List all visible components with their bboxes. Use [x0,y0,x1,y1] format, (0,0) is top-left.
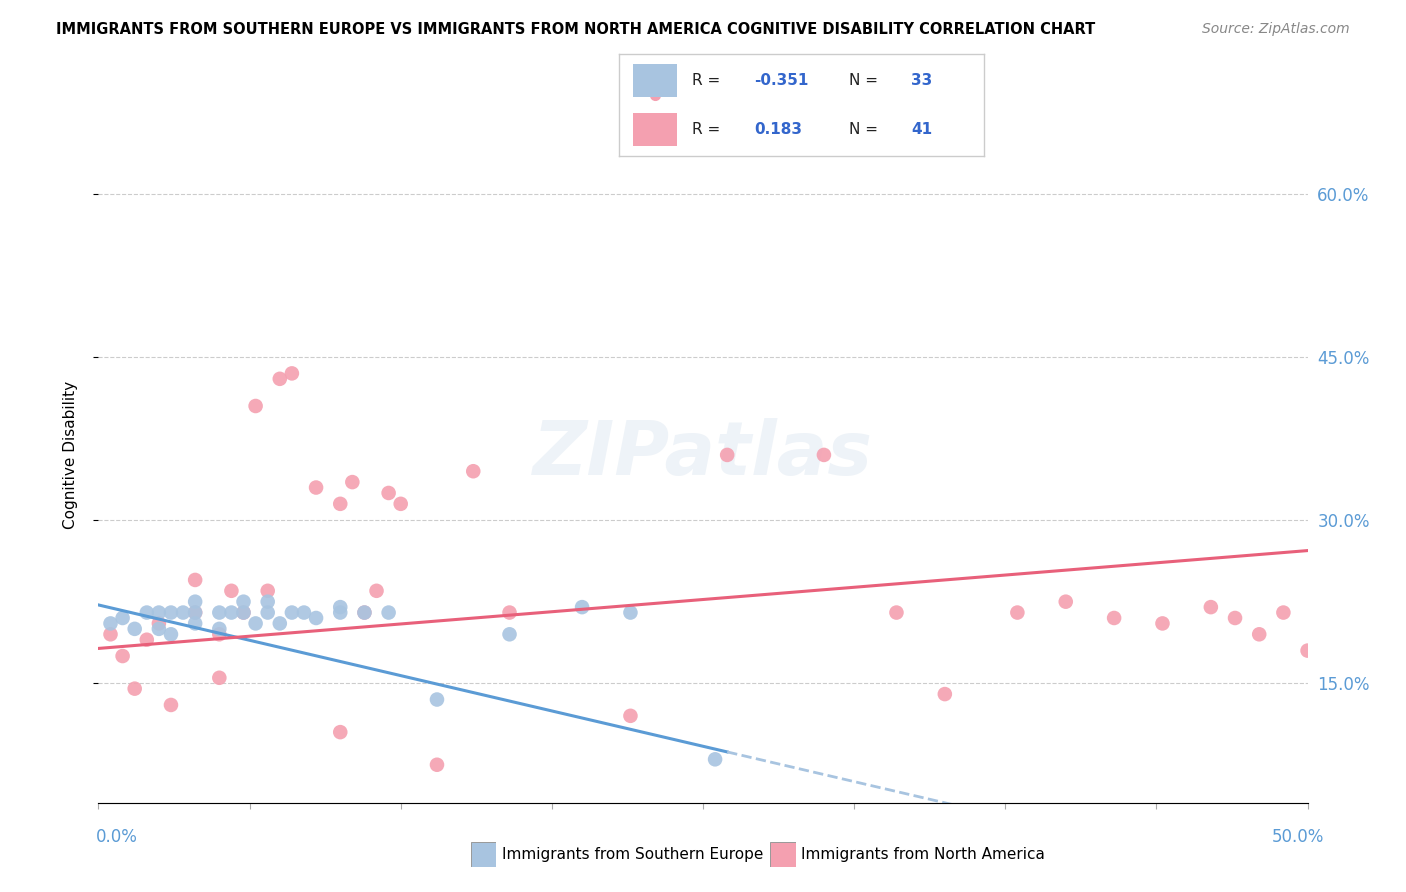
Text: 41: 41 [911,122,932,137]
Point [172,606,194,620]
Point [221,583,243,598]
Point [148,606,170,620]
Point [100,627,122,641]
Y-axis label: Cognitive Disability: Cognitive Disability [63,381,77,529]
Point [208,627,231,641]
Point [329,725,352,739]
Text: 0.0%: 0.0% [96,828,138,846]
Point [426,757,449,772]
Point [813,448,835,462]
Point [124,622,146,636]
Text: N =: N = [849,122,883,137]
Point [221,606,243,620]
Point [111,648,134,663]
Point [208,671,231,685]
Point [305,481,328,495]
Point [1296,643,1319,657]
Point [184,573,207,587]
Point [292,606,315,620]
Point [269,372,291,386]
Point [353,606,375,620]
Point [269,616,291,631]
Point [619,606,641,620]
Point [353,606,375,620]
Text: Immigrants from North America: Immigrants from North America [801,847,1045,862]
Text: Immigrants from Southern Europe: Immigrants from Southern Europe [502,847,763,862]
Point [329,606,352,620]
Point [135,632,157,647]
Point [704,752,727,766]
Point [184,616,207,631]
Point [329,497,352,511]
Point [256,595,278,609]
Bar [633,64,678,96]
Point [377,606,399,620]
Point [1152,616,1174,631]
Point [716,448,738,462]
Point [463,464,485,478]
Point [232,606,254,620]
Point [498,606,520,620]
Point [160,606,183,620]
Text: R =: R = [692,72,725,87]
Point [135,606,157,620]
Point [281,606,304,620]
Point [232,606,254,620]
Bar [633,113,678,145]
Point [208,606,231,620]
Point [245,399,267,413]
Point [377,486,399,500]
Point [366,583,388,598]
Point [389,497,412,511]
Point [148,622,170,636]
Point [1007,606,1029,620]
Text: N =: N = [849,72,883,87]
Point [184,595,207,609]
Point [329,600,352,615]
Point [1223,611,1246,625]
Text: IMMIGRANTS FROM SOUTHERN EUROPE VS IMMIGRANTS FROM NORTH AMERICA COGNITIVE DISAB: IMMIGRANTS FROM SOUTHERN EUROPE VS IMMIG… [56,22,1095,37]
Point [342,475,364,489]
Point [256,583,278,598]
Point [1054,595,1077,609]
Text: 0.183: 0.183 [754,122,801,137]
Text: R =: R = [692,122,725,137]
Text: ZIPatlas: ZIPatlas [533,418,873,491]
Point [1199,600,1222,615]
Point [232,595,254,609]
Point [1272,606,1295,620]
Point [111,611,134,625]
Point [184,606,207,620]
Point [426,692,449,706]
Point [1249,627,1271,641]
Point [160,627,183,641]
Point [1102,611,1125,625]
Point [619,708,641,723]
Text: 33: 33 [911,72,932,87]
Point [160,698,183,712]
Point [256,606,278,620]
Point [886,606,908,620]
Point [100,616,122,631]
Point [245,616,267,631]
Point [124,681,146,696]
Point [281,367,304,381]
Point [934,687,956,701]
Point [305,611,328,625]
Point [498,627,520,641]
Text: Source: ZipAtlas.com: Source: ZipAtlas.com [1202,22,1350,37]
Text: -0.351: -0.351 [754,72,808,87]
Point [208,622,231,636]
Point [148,616,170,631]
Point [184,606,207,620]
Point [571,600,593,615]
Text: 50.0%: 50.0% [1272,828,1324,846]
